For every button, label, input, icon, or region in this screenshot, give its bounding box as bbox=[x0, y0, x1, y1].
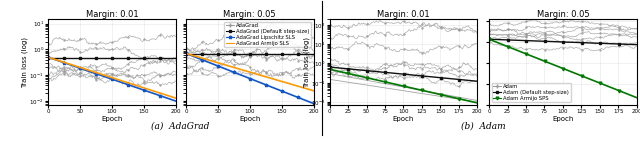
X-axis label: Epoch: Epoch bbox=[101, 116, 122, 122]
Legend: AdaGrad, AdaGrad (Default step-size), AdaGrad Lipschitz SLS, AdaGrad Armijo SLS: AdaGrad, AdaGrad (Default step-size), Ad… bbox=[224, 22, 311, 47]
Title: Margin: 0.01: Margin: 0.01 bbox=[86, 10, 138, 19]
Y-axis label: Train loss (log): Train loss (log) bbox=[22, 37, 28, 88]
Legend: Adam, Adam (Default step-size), Adam Armijo SPS: Adam, Adam (Default step-size), Adam Arm… bbox=[492, 83, 571, 102]
Y-axis label: Train loss (log): Train loss (log) bbox=[303, 37, 310, 88]
Title: Margin: 0.01: Margin: 0.01 bbox=[377, 10, 429, 19]
Text: (a)  AdaGrad: (a) AdaGrad bbox=[151, 121, 210, 130]
Title: Margin: 0.05: Margin: 0.05 bbox=[537, 10, 589, 19]
X-axis label: Epoch: Epoch bbox=[239, 116, 260, 122]
Text: (b)  Adam: (b) Adam bbox=[461, 121, 506, 130]
X-axis label: Epoch: Epoch bbox=[393, 116, 414, 122]
Title: Margin: 0.05: Margin: 0.05 bbox=[223, 10, 276, 19]
X-axis label: Epoch: Epoch bbox=[552, 116, 573, 122]
